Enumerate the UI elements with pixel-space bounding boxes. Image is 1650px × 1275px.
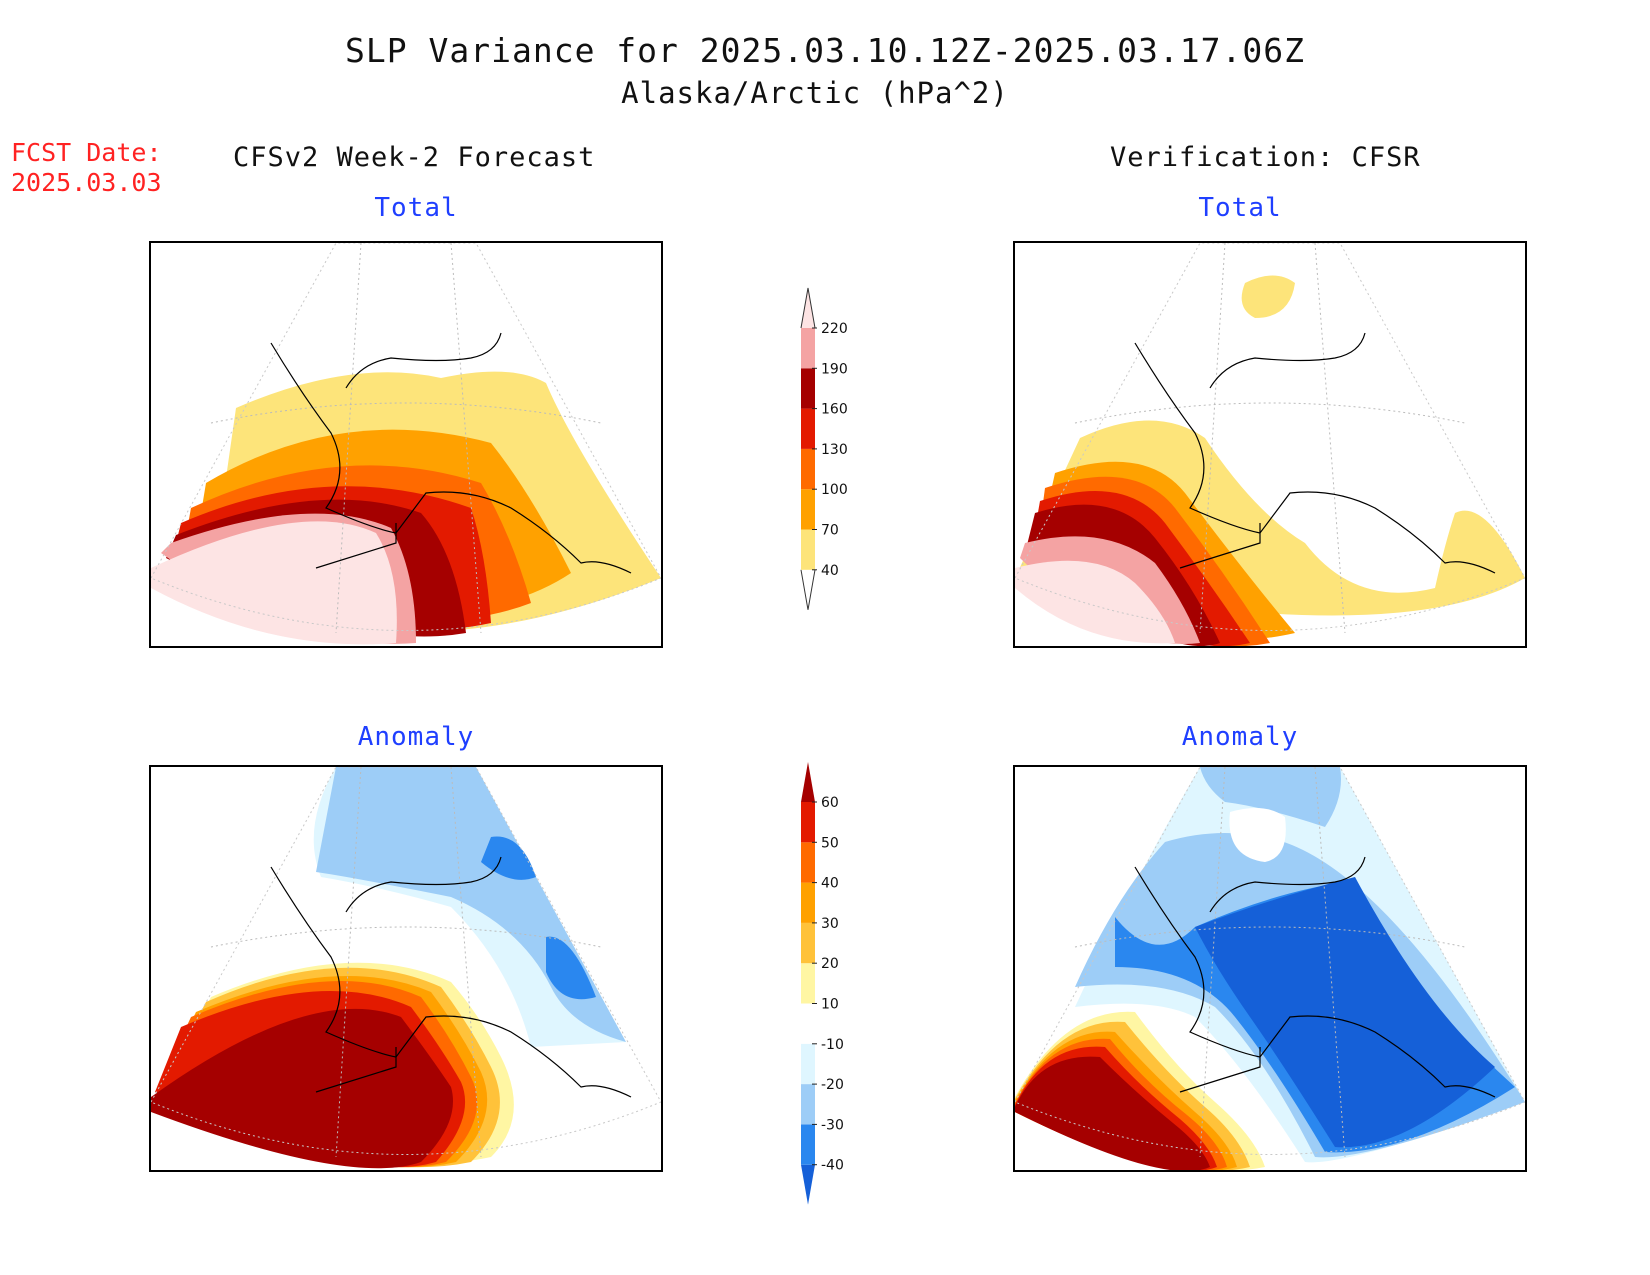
colorbar-band (801, 802, 815, 843)
colorbar-tick-label: 220 (821, 321, 848, 337)
colorbar-band (801, 842, 815, 883)
colorbar-band (801, 1084, 815, 1125)
colorbar-band (801, 529, 815, 570)
colorbar-bottom-triangle (801, 1164, 815, 1205)
fcst-anomaly-title: Anomaly (357, 722, 475, 752)
colorbar-band (801, 963, 815, 1004)
colorbar-band (801, 1043, 815, 1085)
colorbar-tick-label: 100 (821, 482, 848, 498)
forecast-column-heading: CFSv2 Week-2 Forecast (233, 142, 596, 173)
colorbar-top-triangle (801, 762, 815, 802)
verif-anomaly-map (1013, 765, 1527, 1172)
colorbar-tick-label: 20 (821, 956, 839, 972)
colorbar-band (801, 882, 815, 923)
colorbar-band (801, 368, 815, 409)
map-title: SLP Variance for 2025.03.10.12Z-2025.03.… (345, 31, 1305, 70)
fcst-total-title: Total (374, 193, 458, 223)
fcst-date-value: 2025.03.03 (11, 168, 162, 197)
colorbar-tick-label: 40 (821, 876, 839, 892)
verif-total-map (1013, 241, 1527, 648)
colorbar-tick-label: 10 (821, 997, 839, 1013)
map-subtitle: Alaska/Arctic (hPa^2) (621, 76, 1009, 110)
colorbar-tick-label: 130 (821, 442, 848, 458)
fcst-total-map (149, 241, 663, 648)
colorbar-tick-label: 30 (821, 916, 839, 932)
colorbar-tick-label: 70 (821, 523, 839, 539)
colorbar-tick-label: 190 (821, 361, 848, 377)
colorbar-tick-label: -30 (821, 1117, 844, 1133)
colorbar-band (801, 1124, 815, 1165)
colorbar-tick-label: 60 (821, 795, 839, 811)
colorbar-tick-label: 160 (821, 402, 848, 418)
colorbar-band (801, 1003, 815, 1044)
colorbar-tick-label: -10 (821, 1037, 844, 1053)
fcst-date-label: FCST Date: (11, 138, 162, 167)
colorbar-band (801, 448, 815, 490)
colorbar-tick-label: -20 (821, 1077, 844, 1093)
colorbar-band (801, 328, 815, 369)
colorbar-band (801, 408, 815, 449)
colorbar-band (801, 922, 815, 964)
verification-column-heading: Verification: CFSR (1110, 142, 1421, 173)
fcst-anomaly-map (149, 765, 663, 1172)
anomaly-colorbar: -40 -30 -20 -10 10 20 30 40 50 60 (801, 762, 844, 1205)
total-colorbar: 40 70 100 130 160 190 220 (800, 287, 848, 610)
colorbar-tick-label: 40 (821, 563, 839, 579)
verif-total-title: Total (1198, 193, 1282, 223)
colorbar-tick-label: 50 (821, 835, 839, 851)
colorbar-band (801, 489, 815, 530)
verif-anomaly-title: Anomaly (1181, 722, 1299, 752)
colorbar-tick-label: -40 (821, 1158, 844, 1174)
colorbar-top-triangle (801, 288, 815, 328)
